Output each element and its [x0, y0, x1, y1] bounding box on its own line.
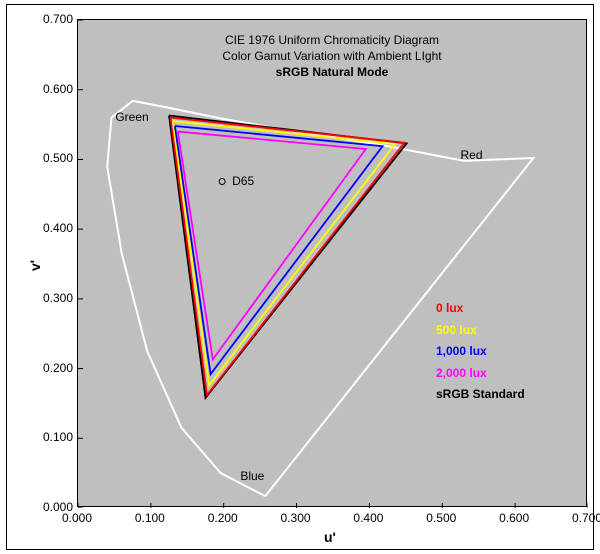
legend-item-lux_500: 500 lux	[436, 320, 556, 342]
legend-item-lux_2000: 2,000 lux	[436, 363, 556, 385]
y-axis-title: v'	[27, 260, 43, 271]
y-tick: 0.700	[35, 12, 73, 26]
legend: 0 lux500 lux1,000 lux2,000 luxsRGB Stand…	[436, 298, 556, 406]
y-tick: 0.500	[35, 151, 73, 165]
label-d65: D65	[232, 174, 254, 188]
x-tick: 0.500	[426, 511, 456, 525]
label-green: Green	[115, 110, 148, 124]
x-tick: 0.700	[572, 511, 600, 525]
x-tick: 0.100	[135, 511, 165, 525]
label-blue: Blue	[240, 469, 264, 483]
x-tick: 0.400	[353, 511, 383, 525]
y-tick: 0.400	[35, 221, 73, 235]
plot-svg	[78, 20, 588, 508]
legend-item-srgb_standard: sRGB Standard	[436, 384, 556, 406]
y-tick: 0.600	[35, 82, 73, 96]
x-tick: 0.300	[281, 511, 311, 525]
label-red: Red	[461, 148, 483, 162]
chart-frame: CIE 1976 Uniform Chromaticity Diagram Co…	[6, 4, 594, 550]
series-lux_1000	[175, 126, 383, 374]
y-tick: 0.300	[35, 291, 73, 305]
legend-item-lux_1000: 1,000 lux	[436, 341, 556, 363]
series-lux_2000	[178, 132, 366, 360]
x-tick: 0.200	[208, 511, 238, 525]
y-tick: 0.100	[35, 430, 73, 444]
plot-area: CIE 1976 Uniform Chromaticity Diagram Co…	[77, 19, 587, 507]
x-axis-title: u'	[324, 529, 336, 545]
y-tick: 0.000	[35, 500, 73, 514]
y-tick: 0.200	[35, 361, 73, 375]
legend-item-lux_0: 0 lux	[436, 298, 556, 320]
x-tick: 0.600	[499, 511, 529, 525]
